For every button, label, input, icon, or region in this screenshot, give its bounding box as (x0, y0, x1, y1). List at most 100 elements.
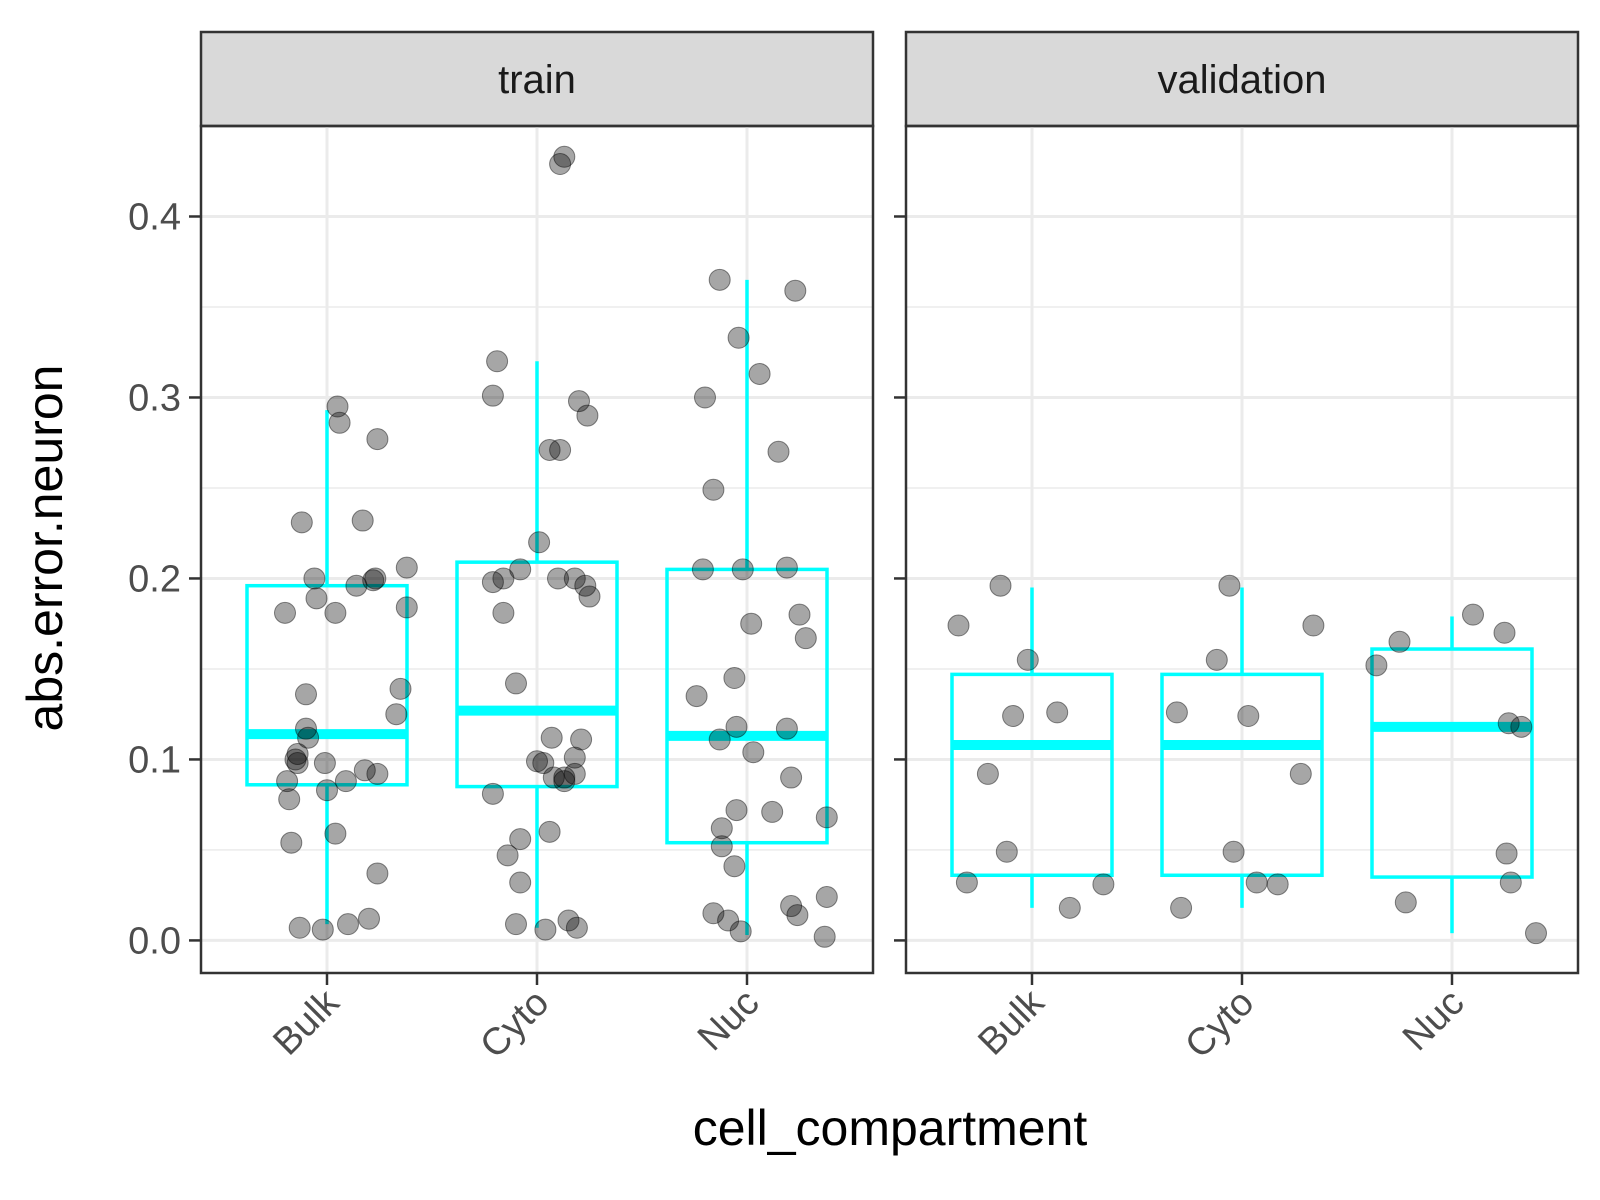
data-point (303, 567, 326, 590)
data-point (324, 822, 347, 845)
y-tick-label: 0.4 (128, 196, 181, 238)
data-point (278, 788, 301, 811)
box-iqr (1160, 672, 1324, 878)
data-point (1495, 842, 1518, 865)
data-point (295, 683, 317, 706)
data-point (337, 913, 359, 936)
data-point (549, 438, 572, 461)
x-tick-label: Cyto (1177, 982, 1262, 1067)
data-point (385, 703, 408, 726)
data-point (509, 558, 532, 581)
data-point (276, 770, 299, 793)
data-point (505, 672, 527, 695)
data-point (305, 587, 328, 610)
data-point (395, 596, 418, 619)
data-point (481, 782, 504, 805)
data-point (578, 585, 601, 608)
data-point (280, 831, 303, 854)
data-point (358, 907, 380, 930)
data-point (1046, 701, 1069, 724)
data-point (547, 567, 569, 590)
box-nuc (1370, 616, 1534, 934)
data-point (565, 916, 588, 939)
data-point (542, 766, 565, 789)
x-tick-label: Cyto (472, 982, 557, 1067)
box-nuc (665, 279, 829, 935)
box-iqr (1370, 647, 1534, 879)
facet-strip-label: validation (1157, 58, 1326, 102)
data-point (691, 558, 714, 581)
box-iqr (665, 567, 829, 845)
data-point (1394, 891, 1417, 914)
data-point (740, 612, 763, 635)
data-point (794, 627, 817, 650)
data-point (284, 748, 307, 771)
box-bulk (245, 410, 409, 925)
y-axis-title: abs.error.neuron (17, 365, 73, 732)
data-point (364, 567, 387, 590)
data-point (742, 741, 765, 764)
facet-strip-label: train (498, 58, 576, 102)
y-tick-label: 0.2 (128, 558, 181, 600)
data-point (288, 916, 311, 939)
data-point (775, 717, 798, 740)
data-point (540, 726, 563, 749)
data-point (563, 567, 586, 590)
data-point (786, 904, 809, 927)
data-point (366, 428, 389, 451)
data-point (366, 762, 389, 785)
data-point (710, 835, 733, 858)
x-tick-label: Bulk (265, 981, 348, 1064)
data-point (1092, 873, 1115, 896)
data-point (725, 715, 748, 738)
data-point (708, 268, 731, 291)
data-point (761, 800, 784, 823)
data-point (1388, 630, 1411, 653)
data-point (1222, 840, 1245, 863)
data-point (1170, 896, 1193, 919)
data-point (481, 571, 504, 594)
data-point (731, 558, 754, 581)
data-point (723, 666, 746, 689)
data-point (1237, 705, 1260, 728)
data-point (725, 799, 748, 822)
data-point (727, 326, 750, 349)
data-point (334, 770, 357, 793)
x-tick-label: Nuc (690, 982, 767, 1059)
data-point (1525, 922, 1547, 945)
data-point (313, 752, 336, 775)
data-point (570, 728, 593, 751)
facet-strip (199, 30, 875, 128)
x-tick-label: Nuc (1395, 982, 1472, 1059)
data-point (353, 759, 376, 782)
data-point (553, 770, 576, 793)
data-point (328, 411, 351, 434)
data-point (563, 746, 586, 769)
data-point (290, 511, 313, 534)
data-point (1302, 614, 1325, 637)
data-point (553, 145, 576, 168)
data-point (316, 779, 338, 802)
data-point (1266, 873, 1289, 896)
facet-panel-validation: validation Bulk Cyto Nuc (894, 30, 1580, 1067)
data-point (345, 574, 368, 597)
data-point (955, 871, 978, 894)
data-point (1016, 648, 1039, 671)
box-cyto (455, 361, 619, 928)
data-point (481, 384, 504, 407)
box-iqr (245, 583, 409, 787)
facet-strip (904, 30, 1580, 128)
data-point (395, 556, 418, 579)
data-point (767, 440, 790, 463)
data-point (1493, 621, 1516, 644)
data-point (717, 909, 740, 932)
data-point (553, 766, 576, 789)
data-point (1365, 654, 1388, 677)
data-point (505, 913, 527, 936)
data-point (1462, 603, 1484, 626)
data-point (351, 509, 374, 532)
data-point (538, 820, 561, 843)
data-point (568, 390, 590, 413)
data-point (989, 574, 1012, 597)
